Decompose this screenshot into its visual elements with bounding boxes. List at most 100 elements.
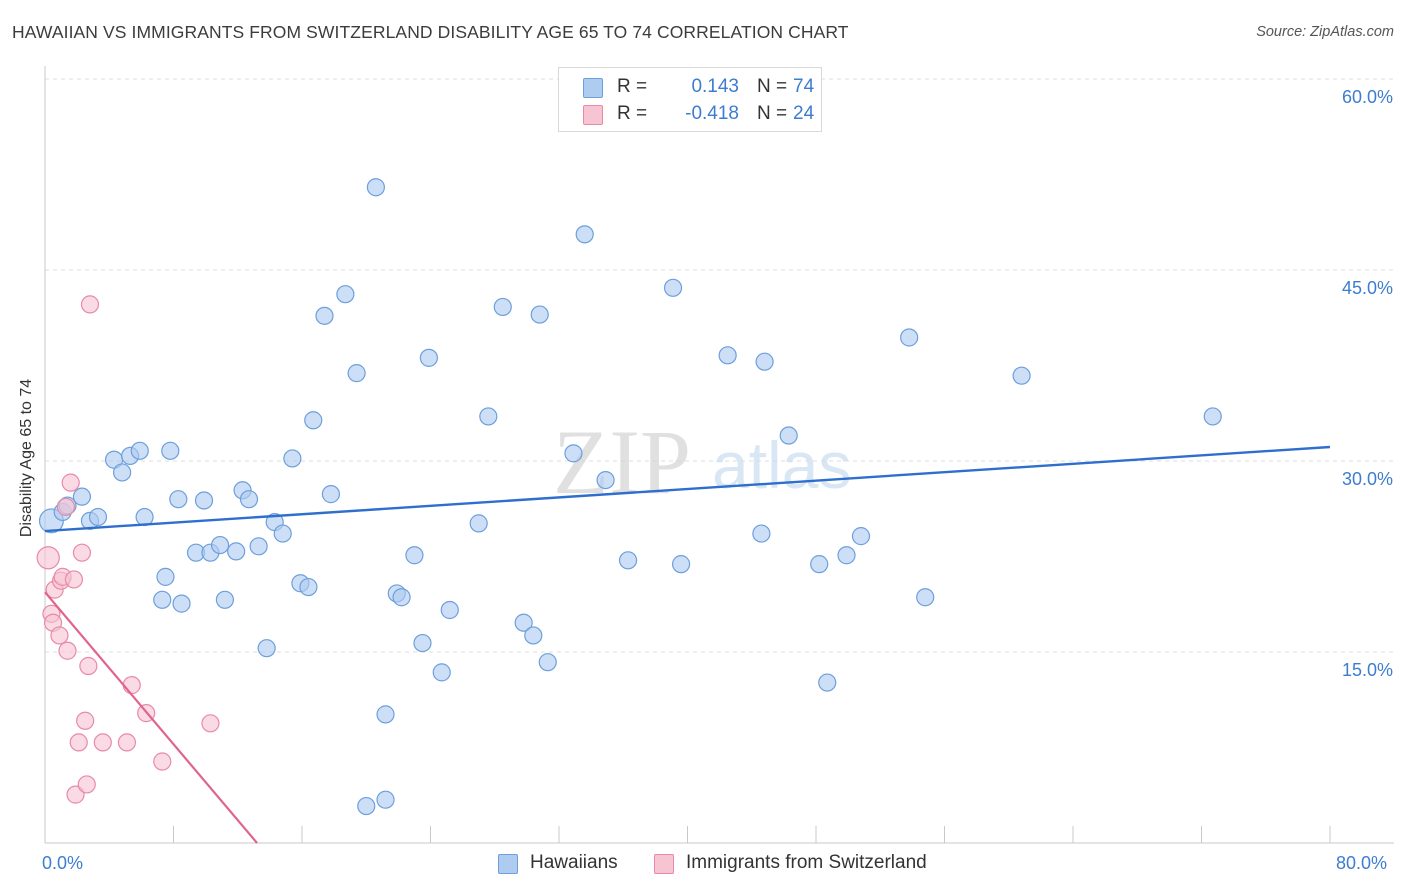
series-legend: Hawaiians Immigrants from Switzerland — [0, 851, 1406, 877]
hawaiian-point — [479, 407, 498, 426]
swiss-point — [72, 543, 92, 562]
hawaiian-point — [304, 411, 323, 430]
swiss-point — [36, 546, 60, 570]
hawaiian-point — [283, 449, 302, 468]
watermark: ZIP atlas — [553, 411, 851, 513]
hawaiian-point — [810, 555, 829, 574]
source-credit: Source: ZipAtlas.com — [1256, 24, 1394, 40]
hawaiian-point — [392, 588, 411, 607]
swiss-point — [58, 641, 77, 660]
hawaiian-point — [752, 524, 771, 543]
hawaiian-point — [419, 348, 438, 367]
y-tick-label: 60.0% — [1341, 87, 1393, 107]
hawaiian-point — [538, 653, 557, 672]
hawaiian-point — [130, 441, 149, 460]
legend-label-swiss: Immigrants from Switzerland — [686, 852, 927, 873]
swiss-point — [93, 733, 112, 752]
legend-r-value: -0.418 — [685, 103, 739, 124]
legend-r-label: R = — [617, 76, 648, 97]
hawaiian-point — [366, 178, 385, 197]
correlation-legend: R = 0.143 N = 74 R = -0.418 N = 24 — [558, 67, 822, 132]
legend-r-label: R = — [617, 103, 648, 124]
y-axis-label: Disability Age 65 to 74 — [18, 378, 35, 538]
hawaiian-point — [227, 542, 246, 561]
swiss-point — [117, 733, 137, 752]
x-tick-label: 0.0% — [42, 853, 84, 873]
hawaiian-point — [161, 441, 180, 460]
swiss-point — [61, 473, 80, 492]
hawaiian-point — [596, 471, 615, 490]
legend-n-value: 24 — [793, 103, 815, 124]
hawaiian-point — [172, 594, 191, 613]
legend-n-label: N = — [757, 76, 788, 97]
y-tick-label: 15.0% — [1341, 660, 1393, 680]
hawaiian-point — [514, 613, 533, 632]
legend-swatch-pink — [654, 854, 674, 874]
hawaiian-point — [618, 551, 638, 570]
hawaiian-point — [900, 328, 919, 347]
hawaiian-point — [194, 491, 214, 510]
swiss-point — [80, 295, 100, 314]
swiss-point — [64, 570, 84, 589]
hawaiian-point — [376, 790, 395, 809]
hawaiian-point — [413, 633, 432, 653]
hawaiian-point — [837, 546, 856, 565]
hawaiian-point — [779, 426, 798, 445]
swiss-point — [77, 775, 96, 794]
hawaiians-trend-line — [44, 445, 1331, 533]
legend-swatch-blue — [583, 78, 603, 98]
hawaiian-point — [718, 346, 737, 365]
hawaiian-point — [215, 590, 234, 609]
swiss-point — [69, 733, 88, 752]
hawaiian-point — [357, 796, 376, 816]
hawaiian-point — [755, 352, 774, 371]
axes — [44, 66, 1394, 844]
hawaiian-point — [299, 577, 318, 597]
hawaiian-point — [663, 278, 683, 297]
hawaiian-point — [72, 487, 92, 506]
legend-n-value: 74 — [793, 76, 815, 97]
hawaiian-point — [1012, 366, 1031, 385]
hawaiian-point — [257, 639, 276, 658]
swiss-point — [76, 711, 95, 730]
hawaiian-point — [493, 297, 512, 317]
hawaiian-point — [469, 514, 488, 533]
hawaiian-point — [156, 567, 175, 586]
hawaiian-point — [336, 285, 355, 304]
hawaiian-point — [273, 524, 292, 543]
swiss-point — [153, 752, 172, 771]
hawaiian-point — [575, 225, 594, 244]
y-tick-label: 45.0% — [1341, 278, 1393, 298]
chart-title: HAWAIIAN VS IMMIGRANTS FROM SWITZERLAND … — [12, 22, 849, 42]
swiss-trend-line — [44, 591, 258, 844]
hawaiian-point — [315, 306, 334, 325]
hawaiian-point — [1203, 407, 1222, 426]
legend-label-hawaiians: Hawaiians — [530, 852, 618, 873]
hawaiian-point — [376, 705, 395, 724]
hawaiian-point — [432, 663, 451, 682]
hawaiian-point — [524, 626, 543, 645]
hawaiian-point — [153, 590, 172, 609]
hawaiian-point — [239, 490, 259, 509]
legend-swatch-pink — [583, 105, 603, 125]
grid-lines — [45, 78, 1394, 653]
swiss-points — [36, 295, 220, 804]
hawaiian-point — [321, 485, 341, 504]
x-tick-label: 80.0% — [1336, 853, 1388, 873]
hawaiian-point — [88, 507, 108, 527]
y-tick-label: 30.0% — [1341, 469, 1393, 489]
swiss-point — [122, 676, 141, 695]
hawaiian-point — [564, 444, 583, 463]
hawaiian-point — [210, 535, 230, 555]
hawaiian-point — [249, 537, 268, 556]
swiss-point — [50, 626, 69, 645]
hawaiian-point — [112, 463, 132, 482]
swiss-point — [79, 656, 98, 676]
hawaiian-point — [169, 490, 188, 509]
hawaiian-point — [440, 600, 459, 620]
legend-r-value: 0.143 — [691, 76, 739, 97]
hawaiian-point — [530, 305, 549, 324]
hawaiian-point — [916, 588, 935, 607]
swiss-point — [201, 714, 220, 733]
